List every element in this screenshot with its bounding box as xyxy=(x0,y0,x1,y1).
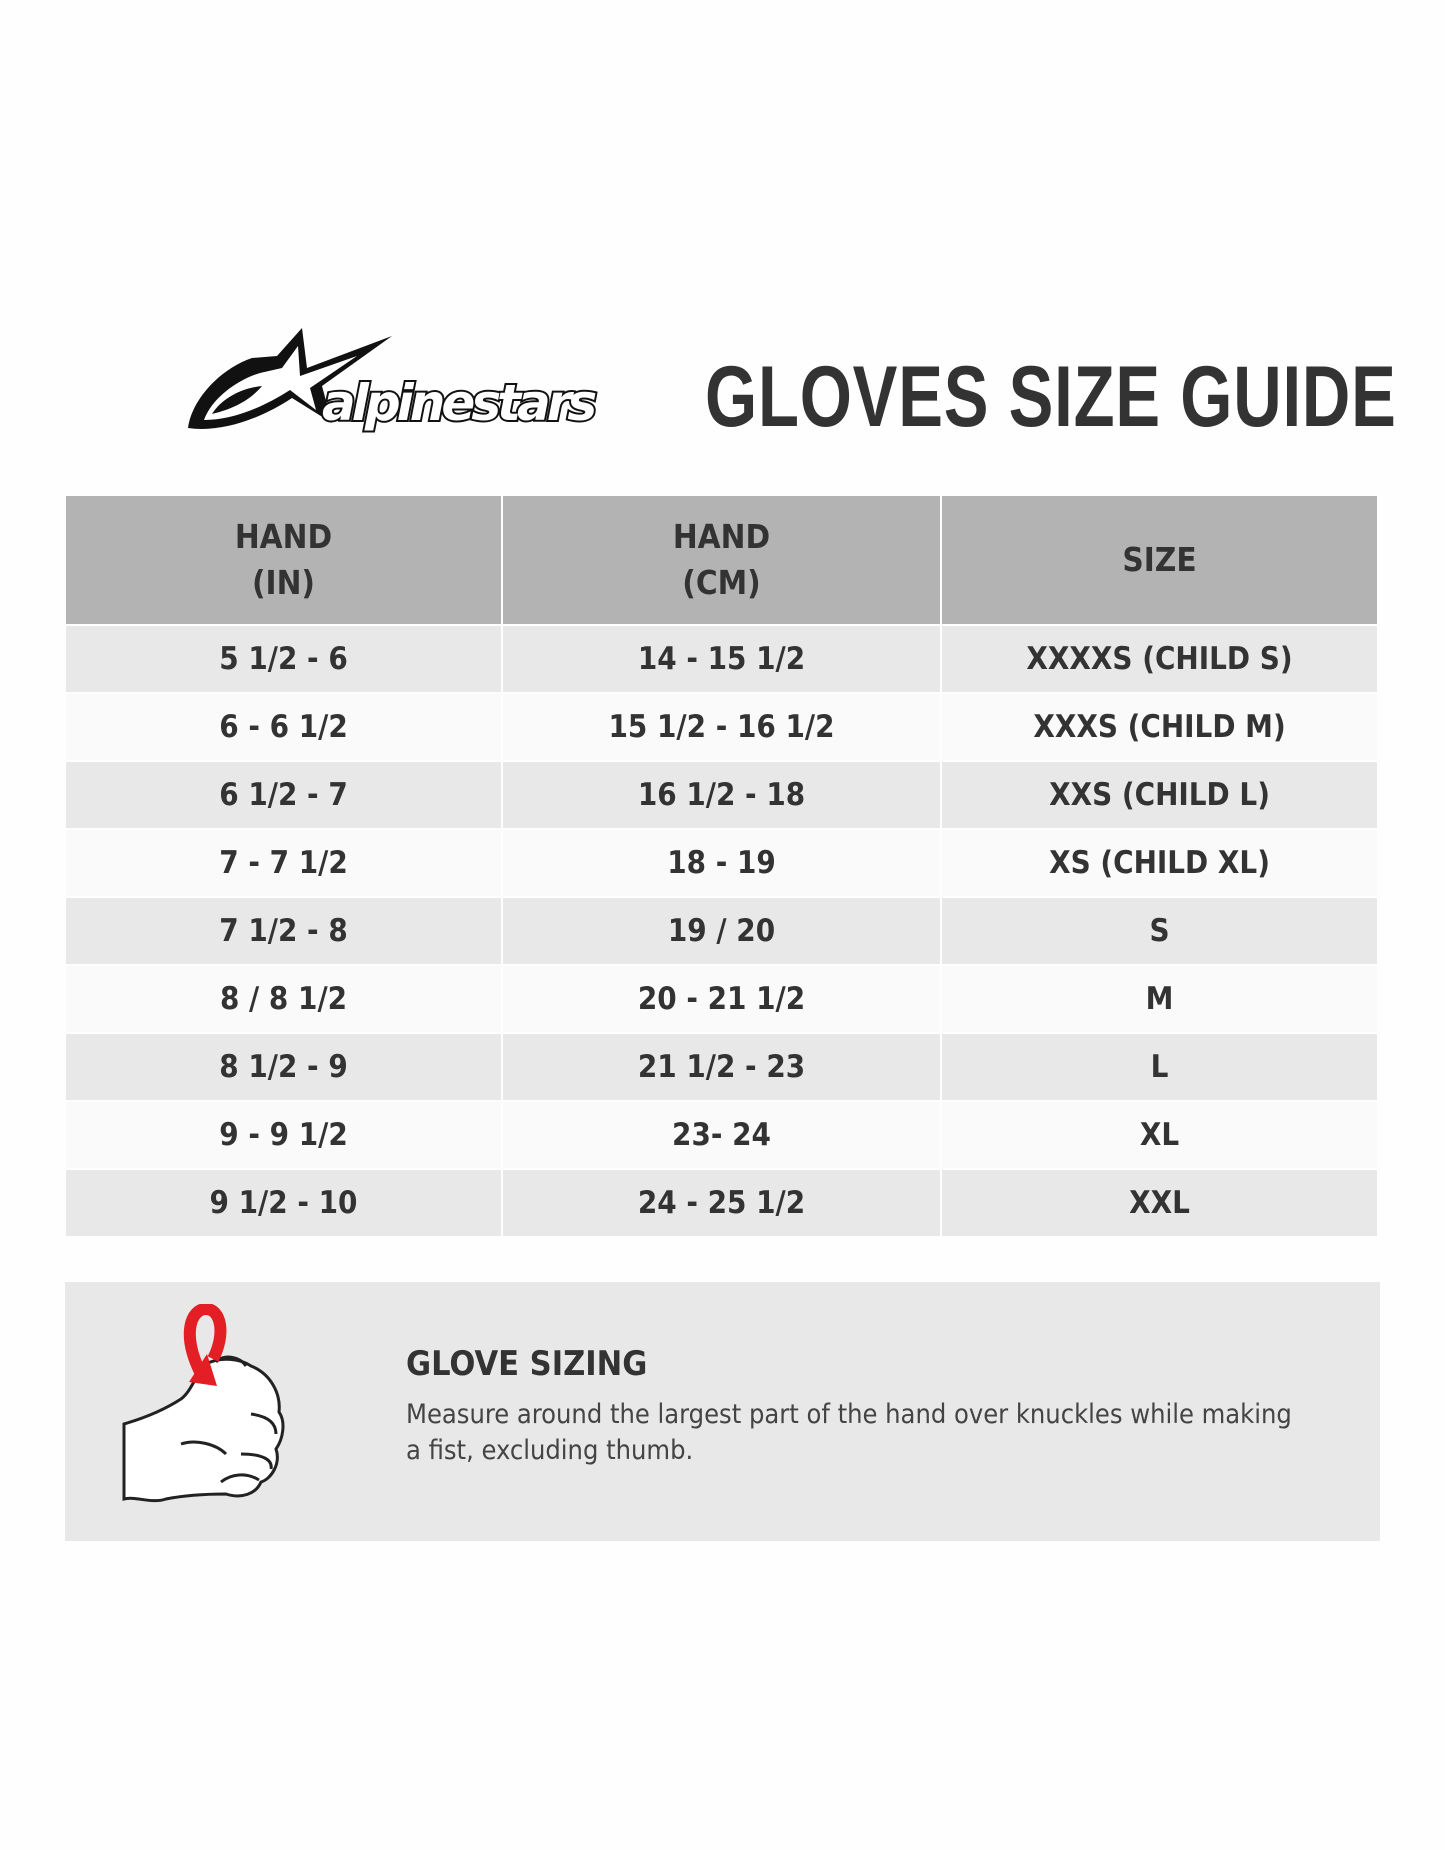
cell-hand-in: 8 / 8 1/2 xyxy=(66,966,501,1032)
cell-size: XXL xyxy=(942,1170,1377,1236)
cell-size: S xyxy=(942,898,1377,964)
size-table: HAND (IN) HAND (CM) SIZE 5 1/2 - 6 14 - 1… xyxy=(66,496,1377,1238)
table-row: 5 1/2 - 6 14 - 15 1/2 XXXXS (CHILD S) xyxy=(66,626,1377,692)
cell-hand-cm: 24 - 25 1/2 xyxy=(503,1170,940,1236)
cell-hand-cm: 21 1/2 - 23 xyxy=(503,1034,940,1100)
cell-size: XXXS (CHILD M) xyxy=(942,694,1377,760)
table-row: 9 1/2 - 10 24 - 25 1/2 XXL xyxy=(66,1170,1377,1236)
hand-fist-measure-icon xyxy=(122,1304,285,1503)
cell-hand-cm: 23- 24 xyxy=(503,1102,940,1168)
cell-hand-cm: 20 - 21 1/2 xyxy=(503,966,940,1032)
cell-hand-in: 6 1/2 - 7 xyxy=(66,762,501,828)
cell-hand-in: 7 - 7 1/2 xyxy=(66,830,501,896)
cell-hand-cm: 15 1/2 - 16 1/2 xyxy=(503,694,940,760)
cell-hand-cm: 14 - 15 1/2 xyxy=(503,626,940,692)
glove-sizing-heading: GLOVE SIZING xyxy=(406,1344,648,1384)
cell-hand-in: 8 1/2 - 9 xyxy=(66,1034,501,1100)
table-header-row: HAND (IN) HAND (CM) SIZE xyxy=(66,496,1377,624)
column-header-hand-in: HAND (IN) xyxy=(66,496,501,624)
cell-hand-cm: 16 1/2 - 18 xyxy=(503,762,940,828)
table-row: 8 1/2 - 9 21 1/2 - 23 L xyxy=(66,1034,1377,1100)
cell-hand-in: 9 - 9 1/2 xyxy=(66,1102,501,1168)
cell-size: M xyxy=(942,966,1377,1032)
cell-size: XXS (CHILD L) xyxy=(942,762,1377,828)
column-header-size: SIZE xyxy=(942,496,1377,624)
table-row: 9 - 9 1/2 23- 24 XL xyxy=(66,1102,1377,1168)
table-row: 8 / 8 1/2 20 - 21 1/2 M xyxy=(66,966,1377,1032)
cell-size: XL xyxy=(942,1102,1377,1168)
cell-hand-in: 5 1/2 - 6 xyxy=(66,626,501,692)
cell-size: L xyxy=(942,1034,1377,1100)
column-header-hand-cm: HAND (CM) xyxy=(503,496,940,624)
table-row: 7 - 7 1/2 18 - 19 XS (CHILD XL) xyxy=(66,830,1377,896)
svg-text:alpinestars: alpinestars xyxy=(322,374,595,432)
page-title: GLOVES SIZE GUIDE xyxy=(705,349,1397,445)
alpinestars-logo: alpinestars xyxy=(188,328,601,434)
cell-hand-cm: 19 / 20 xyxy=(503,898,940,964)
table-row: 6 1/2 - 7 16 1/2 - 18 XXS (CHILD L) xyxy=(66,762,1377,828)
cell-hand-in: 7 1/2 - 8 xyxy=(66,898,501,964)
glove-sizing-panel: GLOVE SIZING Measure around the largest … xyxy=(65,1282,1380,1541)
cell-size: XXXXS (CHILD S) xyxy=(942,626,1377,692)
cell-size: XS (CHILD XL) xyxy=(942,830,1377,896)
glove-sizing-text: Measure around the largest part of the h… xyxy=(406,1399,1292,1466)
cell-hand-cm: 18 - 19 xyxy=(503,830,940,896)
cell-hand-in: 6 - 6 1/2 xyxy=(66,694,501,760)
table-row: 6 - 6 1/2 15 1/2 - 16 1/2 XXXS (CHILD M) xyxy=(66,694,1377,760)
cell-hand-in: 9 1/2 - 10 xyxy=(66,1170,501,1236)
table-row: 7 1/2 - 8 19 / 20 S xyxy=(66,898,1377,964)
